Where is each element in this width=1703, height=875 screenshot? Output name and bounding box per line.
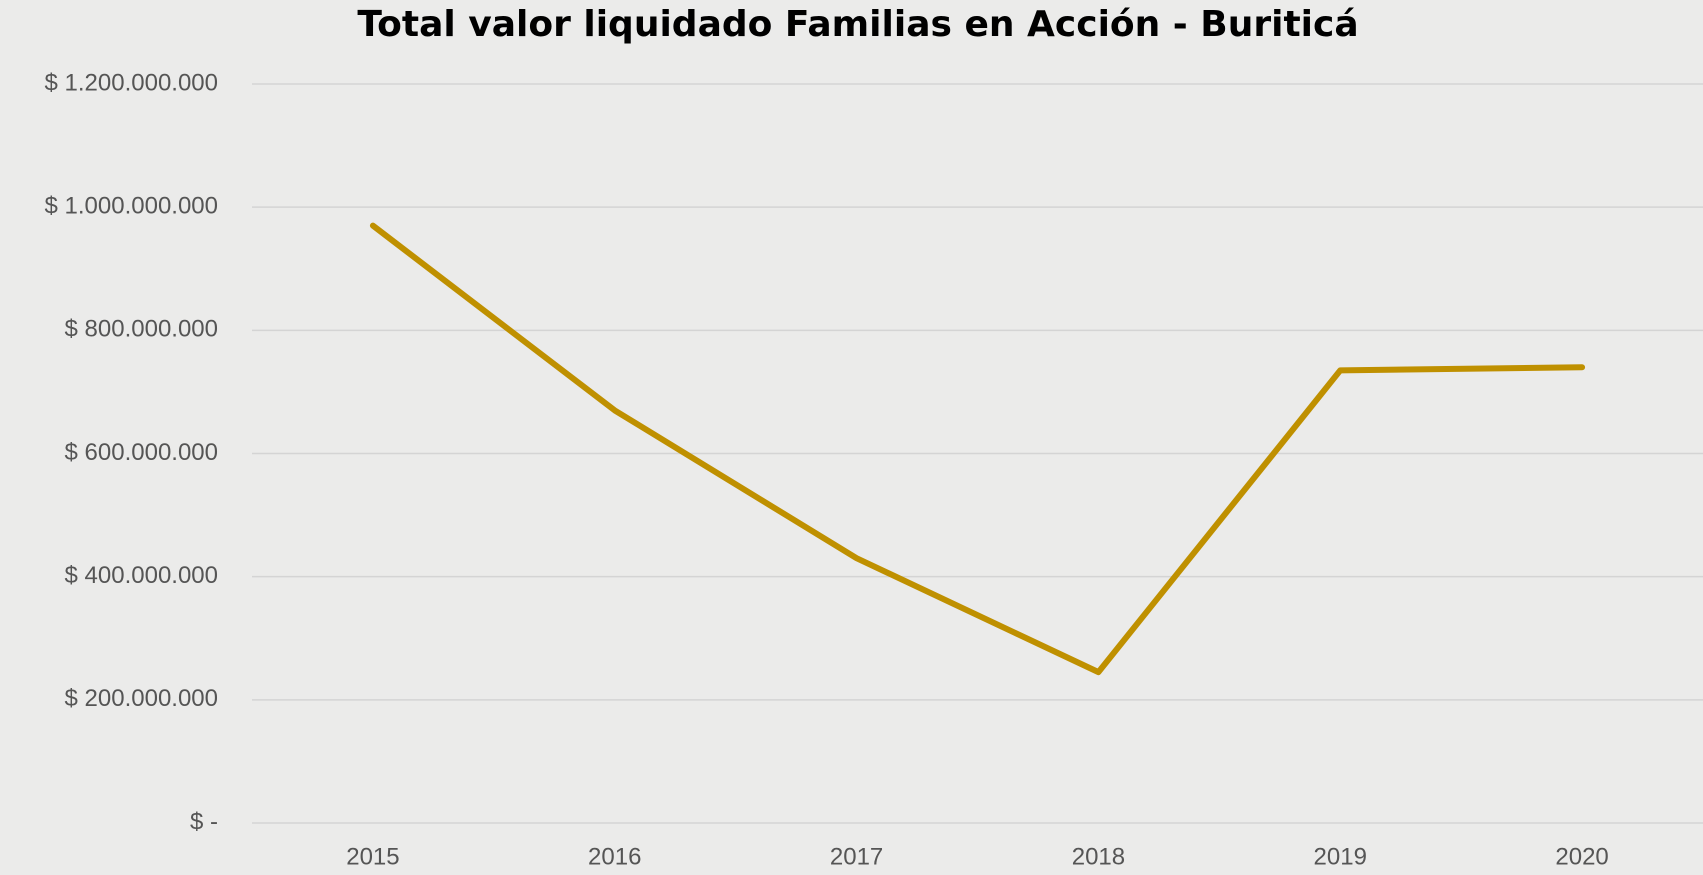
y-tick-label: $ 200.000.000: [65, 685, 218, 712]
x-tick-label: 2019: [1314, 843, 1367, 870]
x-tick-label: 2017: [830, 843, 883, 870]
x-tick-label: 2020: [1555, 843, 1608, 870]
y-tick-label: $ 1.000.000.000: [45, 193, 219, 220]
data-line: [369, 222, 1586, 676]
y-tick-label: $ -: [190, 808, 218, 835]
x-tick-label: 2016: [588, 843, 641, 870]
y-tick-label: $ 800.000.000: [65, 316, 218, 343]
y-tick-label: $ 1.200.000.000: [45, 69, 219, 96]
x-tick-label: 2015: [346, 843, 399, 870]
y-tick-label: $ 400.000.000: [65, 562, 218, 589]
x-tick-label: 2018: [1072, 843, 1125, 870]
chart-title: Total valor liquidado Familias en Acción…: [357, 4, 1358, 45]
y-tick-label: $ 600.000.000: [65, 439, 218, 466]
